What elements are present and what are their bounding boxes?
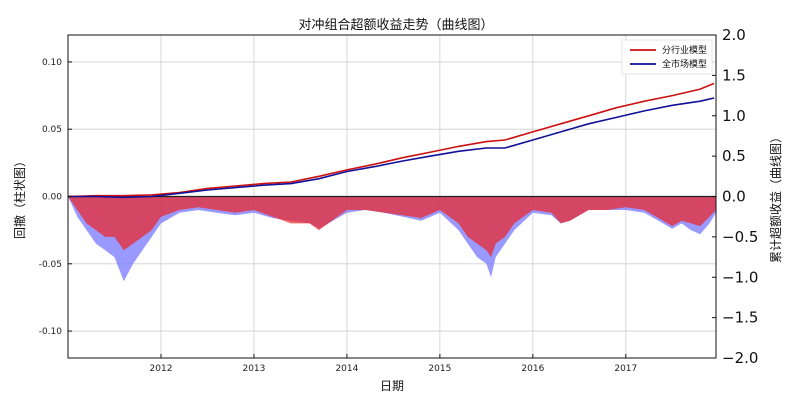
right-tick-label: −2.0 xyxy=(722,349,758,367)
legend-label: 全市场模型 xyxy=(662,58,707,70)
right-tick-label: 1.0 xyxy=(722,107,746,125)
right-axis-ticks: 2.0 1.5 1.0 0.5 0.0 −0.5 −1.0 −1.5 −2.0 xyxy=(712,26,758,367)
legend-box xyxy=(621,39,713,75)
line-industry-model xyxy=(67,82,715,198)
left-tick-label: 0.00 xyxy=(42,193,62,203)
x-axis-label: 日期 xyxy=(380,379,404,393)
x-tick-label: 2017 xyxy=(614,364,637,374)
line-market-model xyxy=(68,97,715,199)
x-axis-ticks: 2012 2013 2014 2015 2016 2017 xyxy=(150,354,637,374)
drawdown-areas xyxy=(68,196,716,282)
left-tick-label: 0.05 xyxy=(42,125,62,135)
left-axis-ticks: 0.10 0.05 0.00 -0.05 -0.10 xyxy=(39,58,72,337)
x-tick-label: 2012 xyxy=(150,364,173,374)
left-tick-label: -0.10 xyxy=(39,327,63,337)
cumulative-lines xyxy=(67,82,715,199)
x-tick-label: 2014 xyxy=(335,364,358,374)
left-tick-label: 0.10 xyxy=(42,58,62,68)
right-tick-label: −1.0 xyxy=(722,268,758,286)
x-tick-label: 2016 xyxy=(521,364,544,374)
legend-label: 分行业模型 xyxy=(662,44,707,56)
right-tick-label: 2.0 xyxy=(722,26,746,44)
right-tick-label: 1.5 xyxy=(722,66,746,84)
left-axis-label: 回撤（柱状图） xyxy=(12,155,27,239)
right-tick-label: 0.0 xyxy=(722,188,746,206)
x-tick-label: 2013 xyxy=(242,364,265,374)
right-tick-label: −1.5 xyxy=(722,309,758,327)
right-tick-label: −0.5 xyxy=(722,228,758,246)
x-tick-label: 2015 xyxy=(428,364,451,374)
left-tick-label: -0.05 xyxy=(39,260,62,270)
right-axis-label: 累计超额收益（曲线图） xyxy=(768,131,783,263)
chart-title: 对冲组合超额收益走势（曲线图） xyxy=(298,17,493,33)
right-tick-label: 0.5 xyxy=(722,147,746,165)
area-industry-drawdown xyxy=(68,196,716,258)
